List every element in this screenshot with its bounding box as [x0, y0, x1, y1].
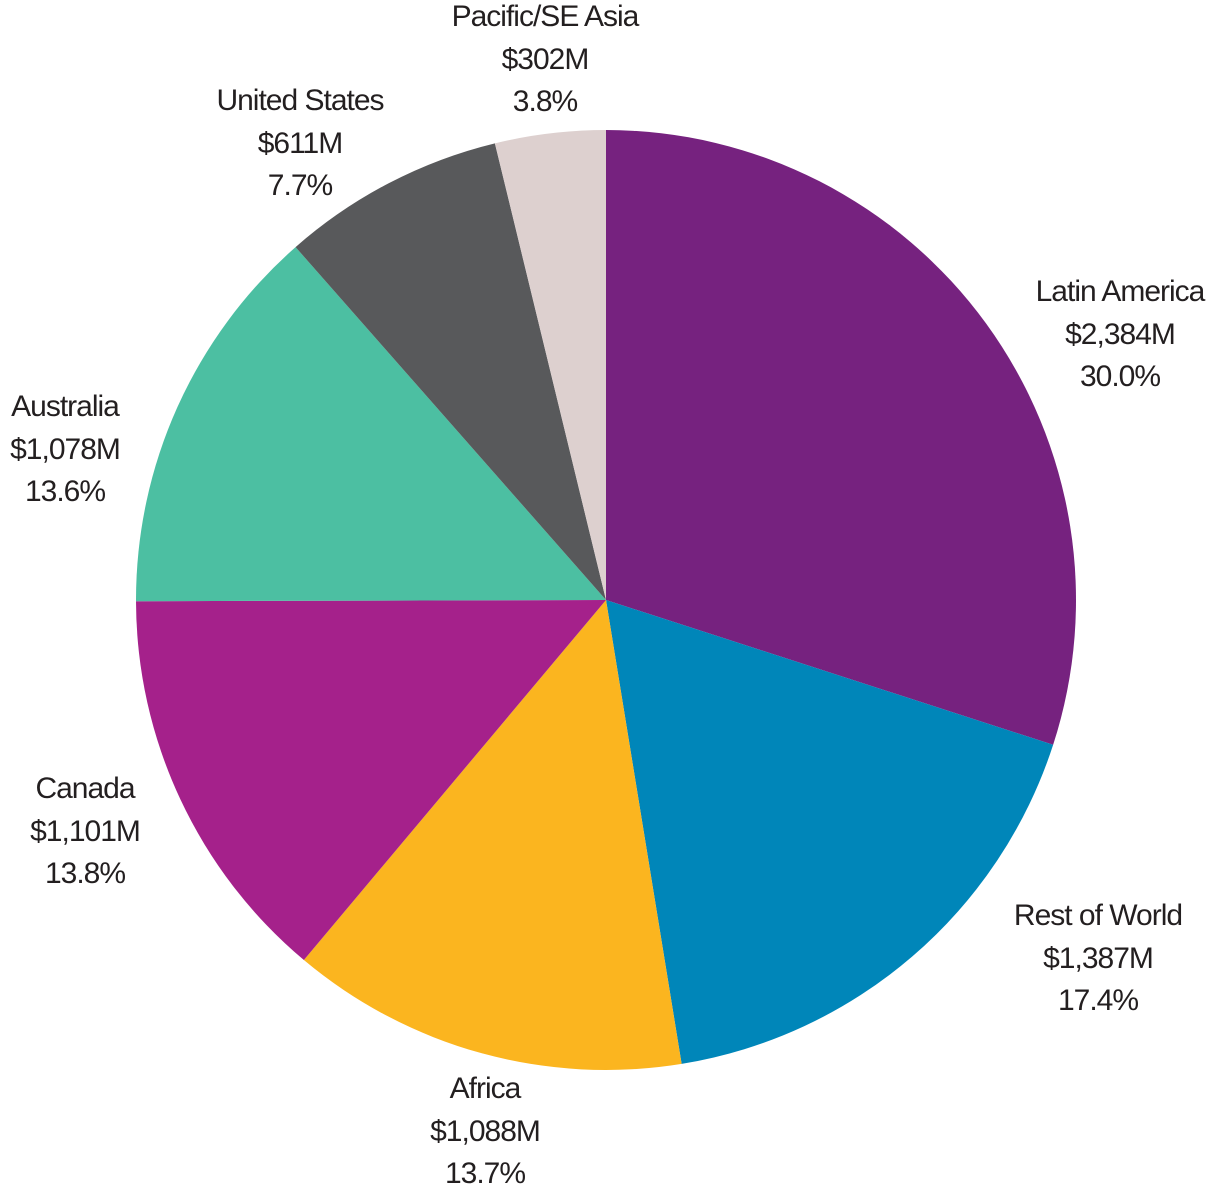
pie-slice — [303, 600, 682, 1070]
slice-label: Latin America — [1036, 275, 1206, 308]
slice-value-label: $1,078M — [10, 433, 120, 466]
pie-slice — [136, 600, 606, 961]
slice-percent-label: 30.0% — [1080, 360, 1160, 393]
slice-label: United States — [216, 84, 383, 117]
slice-percent-label: 7.7% — [268, 169, 333, 202]
slice-value-label: $2,384M — [1065, 318, 1175, 351]
slice-label: Canada — [35, 772, 135, 805]
slice-label: Australia — [11, 390, 120, 423]
slice-percent-label: 17.4% — [1058, 984, 1138, 1017]
slice-value-label: $302M — [502, 43, 589, 76]
slice-percent-label: 13.8% — [45, 857, 125, 890]
pie-slice — [606, 130, 1076, 745]
slice-value-label: $1,088M — [430, 1115, 540, 1148]
slice-percent-label: 3.8% — [513, 85, 578, 118]
slice-label: Pacific/SE Asia — [452, 0, 640, 33]
slice-value-label: $1,387M — [1043, 942, 1153, 975]
pie-slice — [494, 130, 606, 600]
pie-slice — [295, 143, 606, 600]
slice-label: Africa — [450, 1072, 522, 1105]
pie-slice — [136, 247, 606, 602]
slice-value-label: $1,101M — [30, 815, 140, 848]
slice-percent-label: 13.6% — [25, 475, 105, 508]
slice-percent-label: 13.7% — [445, 1157, 525, 1190]
pie-slice — [606, 600, 1054, 1064]
slice-label: Rest of World — [1014, 899, 1182, 932]
slice-value-label: $611M — [258, 127, 343, 160]
